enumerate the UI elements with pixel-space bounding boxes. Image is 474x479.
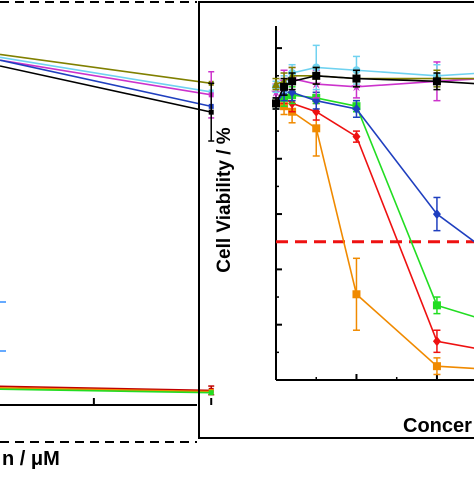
left-series-line-6	[0, 386, 212, 393]
right-data-point	[352, 103, 361, 114]
left-x-axis-label: n / μM	[2, 448, 60, 470]
right-data-point	[272, 79, 280, 89]
right-series-7	[272, 66, 474, 110]
right-data-point	[432, 301, 441, 310]
right-data-point	[312, 71, 321, 80]
right-series-line-4	[275, 77, 474, 93]
right-data-point	[312, 124, 321, 133]
right-data-point	[352, 290, 361, 299]
right-series-3	[272, 83, 474, 243]
right-data-point	[432, 209, 441, 220]
right-series-group	[270, 44, 474, 376]
right-series-0	[272, 97, 474, 376]
zoom-connector	[0, 1, 197, 443]
left-marker-4	[208, 109, 214, 115]
left-series-line-2	[0, 59, 212, 96]
left-series-line-1	[0, 56, 212, 93]
left-series-line-7	[0, 388, 212, 394]
left-series-line-0	[0, 53, 212, 85]
right-data-point	[272, 99, 280, 108]
left-legend	[0, 301, 6, 352]
left-series-line-5	[0, 385, 212, 392]
right-series-2	[272, 86, 474, 318]
right-data-point	[432, 77, 441, 86]
right-data-point	[288, 77, 297, 86]
left-x-ticks	[92, 398, 213, 405]
right-data-point	[280, 82, 289, 91]
right-data-point	[352, 131, 361, 142]
right-data-point	[352, 74, 361, 83]
left-marker-7	[208, 390, 214, 396]
left-panel: n / μM	[0, 53, 215, 470]
right-x-axis-label: Concer	[403, 415, 472, 437]
right-series-line-7	[275, 74, 474, 104]
right-data-point	[432, 336, 441, 347]
left-series-line-4	[0, 65, 212, 113]
left-series-line-3	[0, 59, 212, 108]
right-y-axis-label: Cell Viability / %	[214, 127, 235, 272]
right-series-line-3	[275, 91, 474, 243]
right-panel: Cell Viability / % Concer	[198, 1, 474, 439]
right-series-line-0	[275, 102, 474, 370]
right-data-point	[432, 362, 441, 371]
right-series-line-2	[275, 94, 474, 318]
right-series-line-5	[275, 66, 474, 88]
left-series-group	[0, 53, 215, 396]
right-panel-frame	[198, 1, 474, 439]
